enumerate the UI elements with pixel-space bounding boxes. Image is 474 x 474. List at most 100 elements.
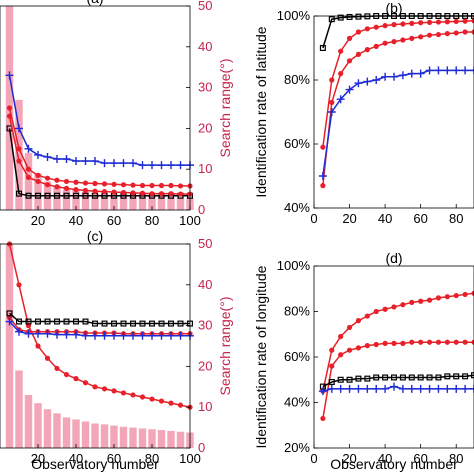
point-d-2-14: [444, 373, 451, 380]
bar-c-6: [62, 417, 71, 448]
bar-c-5: [53, 413, 61, 448]
point-a-1-3: [35, 178, 41, 185]
point-a-1-15: [149, 191, 155, 197]
bar-c-17: [167, 430, 175, 448]
bar-a-16: [157, 196, 166, 210]
point-c-2-18: [177, 320, 184, 327]
point-d-0-1: [329, 347, 335, 353]
point-c-2-11: [110, 320, 117, 327]
bar-a-2: [24, 152, 33, 210]
point-a-1-17: [168, 191, 174, 197]
bar-c-15: [148, 429, 156, 448]
point-a-2-8: [82, 180, 89, 186]
point-c-2-0: [6, 310, 13, 317]
series-line-d-2: [322, 374, 474, 388]
y-tick-label-right-a-3: 30: [198, 80, 212, 95]
point-c-3-1: [15, 327, 23, 336]
y-tick-label-d-2: 60%: [284, 349, 310, 364]
point-c-3-10: [100, 331, 109, 340]
point-d-0-11: [418, 298, 424, 304]
point-a-2-11: [111, 181, 117, 187]
y-tick-label-b-2: 80%: [284, 72, 310, 87]
panel-d: (d) 0 20 40 60 80 20% 40% 60% 80% 100% Identificati…: [253, 250, 474, 472]
point-b-2-12: [426, 32, 433, 38]
point-a-3-13: [129, 159, 137, 168]
y-tick-label-right-a-2: 20: [198, 120, 212, 135]
bar-a-15: [148, 196, 156, 210]
x-tick-label-b-1: 20: [342, 211, 356, 226]
point-d-3-8: [390, 382, 398, 391]
point-b-3-1: [327, 108, 336, 116]
x-tick-label-d-2: 40: [378, 451, 392, 466]
point-c-0-13: [130, 392, 136, 398]
point-d-0-2: [338, 333, 344, 340]
point-a-2-7: [73, 179, 79, 185]
point-c-0-3: [35, 343, 41, 349]
point-a-3-1: [15, 124, 23, 133]
point-c-3-6: [62, 330, 71, 339]
bar-c-10: [100, 424, 109, 448]
point-c-2-17: [168, 320, 175, 327]
point-b-2-5: [364, 47, 370, 53]
x-axis-title-d: Observatory number: [330, 456, 458, 472]
point-a-0-8: [82, 192, 89, 199]
point-a-3-10: [100, 159, 109, 168]
panel-title-c: (c): [87, 228, 103, 244]
point-d-1-17: [471, 339, 474, 345]
point-b-0-0: [319, 44, 326, 51]
y-axis-title-b: Identification rate of latitude: [253, 26, 269, 197]
point-a-3-8: [81, 157, 90, 166]
point-b-1-14: [444, 19, 450, 25]
point-b-1-7: [382, 23, 388, 29]
bar-c-14: [138, 428, 147, 448]
point-b-0-3: [346, 13, 353, 20]
point-a-3-17: [167, 161, 175, 170]
point-a-3-12: [119, 159, 128, 168]
y-tick-label-right-c-2: 20: [198, 358, 212, 373]
point-b-3-7: [381, 72, 390, 81]
point-a-2-9: [92, 180, 98, 187]
point-d-2-4: [355, 375, 362, 382]
point-a-1-6: [63, 185, 70, 191]
x-tick-label-a-1: 40: [69, 213, 83, 228]
point-a-2-15: [149, 182, 155, 189]
point-d-2-3: [346, 376, 353, 383]
x-tick-label-d-0: 0: [310, 451, 317, 466]
point-c-0-9: [92, 384, 98, 390]
point-b-3-11: [416, 69, 425, 78]
point-c-2-14: [139, 320, 146, 327]
bar-c-11: [110, 425, 118, 448]
point-d-3-11: [416, 384, 425, 393]
point-b-3-6: [372, 76, 381, 84]
point-d-1-6: [373, 341, 379, 348]
panel-title-d: (d): [385, 250, 402, 266]
point-a-2-0: [6, 105, 13, 111]
point-b-2-8: [391, 39, 397, 45]
point-a-2-1: [16, 146, 22, 152]
bar-c-12: [119, 426, 128, 448]
point-b-3-12: [425, 66, 434, 75]
point-a-2-3: [35, 172, 41, 178]
point-d-1-12: [426, 339, 433, 345]
x-tick-label-b-0: 0: [310, 211, 317, 226]
x-tick-label-d-3: 60: [413, 451, 427, 466]
point-c-0-8: [82, 380, 89, 386]
point-b-2-9: [400, 37, 406, 43]
point-c-2-12: [120, 320, 127, 327]
bar-a-8: [81, 191, 90, 210]
point-a-1-1: [16, 158, 22, 164]
point-d-1-8: [391, 340, 397, 346]
x-tick-label-a-0: 20: [31, 213, 45, 228]
point-d-0-12: [426, 297, 433, 303]
point-b-3-9: [398, 71, 407, 80]
point-c-0-5: [54, 365, 60, 372]
point-c-0-18: [177, 402, 184, 408]
point-d-0-7: [382, 306, 388, 312]
point-c-2-2: [25, 318, 32, 325]
plot-frame-c: [0, 243, 191, 449]
point-a-3-11: [110, 159, 118, 168]
y-tick-label-right-a-4: 40: [198, 39, 212, 54]
x-tick-label-c-0: 20: [31, 451, 45, 466]
point-c-2-6: [63, 318, 70, 325]
